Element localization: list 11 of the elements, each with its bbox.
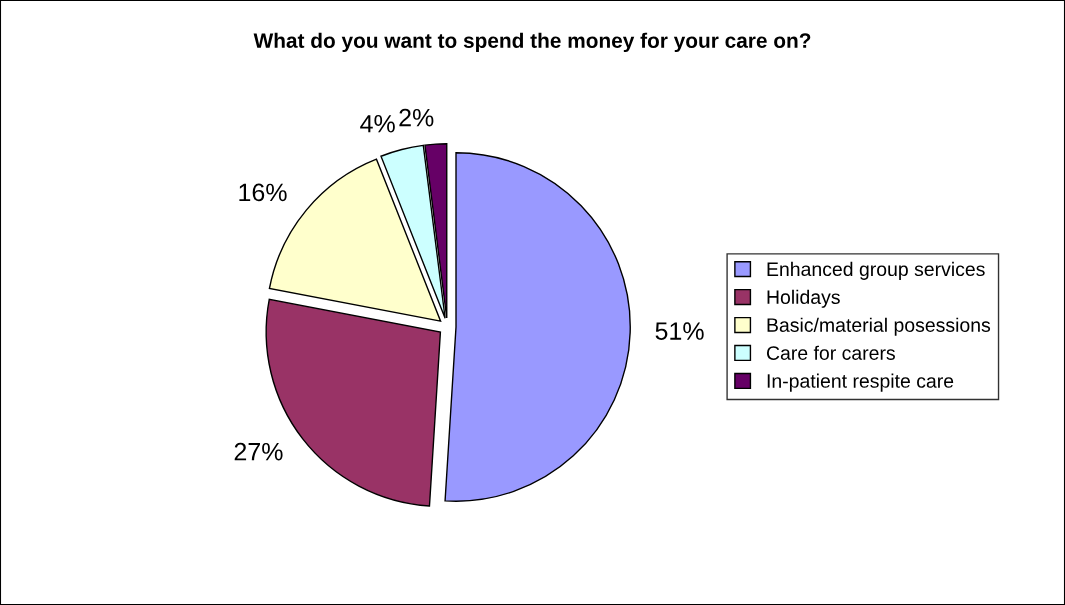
legend-label: In-patient respite care — [767, 373, 954, 392]
legend-label: Holidays — [767, 289, 840, 308]
data-label: 51% — [655, 322, 704, 340]
chart-title: What do you want to spend the money for your care on? — [253, 32, 811, 53]
data-label: 27% — [234, 442, 283, 461]
data-label: 4% — [360, 114, 395, 133]
legend-label: Care for carers — [766, 345, 895, 360]
legend-label: Enhanced group services — [767, 261, 985, 280]
data-label: 16% — [239, 183, 287, 202]
data-label: 2% — [399, 108, 434, 127]
legend-label: Basic/material posessions — [767, 317, 991, 336]
